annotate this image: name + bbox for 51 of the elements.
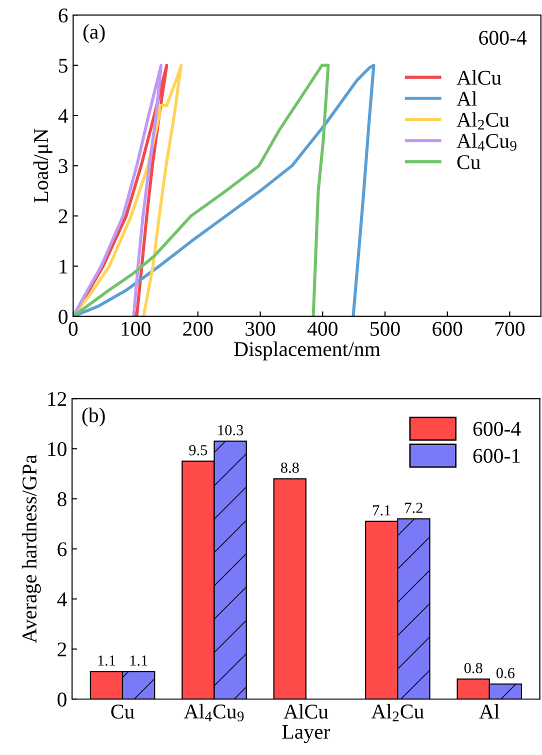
data-label: 9.5 [189, 445, 208, 456]
y-tick-label: 8 [58, 492, 66, 506]
y-tick-label: 0 [58, 310, 68, 324]
legend-label: 600-1 [473, 448, 520, 463]
legend-label: AlCu [456, 70, 502, 85]
x-axis-title: Layer [282, 725, 330, 744]
x-tick-label: 300 [246, 322, 276, 336]
y-tick-label: 4 [57, 592, 67, 606]
data-label: 7.1 [373, 505, 390, 516]
legend-label: 600-4 [473, 422, 521, 436]
x-axis-title: Displacement/nm [234, 341, 380, 360]
x-tick-label: Al [479, 704, 500, 718]
x-tick-label: Cu [111, 704, 134, 719]
legend-label: Al$_{2}$Cu [456, 112, 510, 130]
data-label: 7.2 [405, 502, 422, 514]
y-tick-label: 3 [58, 159, 68, 174]
y-tick-label: 2 [58, 642, 66, 656]
legend-label: Cu [457, 155, 480, 170]
data-label: 1.1 [130, 655, 148, 666]
y-tick-label: 6 [58, 542, 67, 556]
y-tick-label: 1 [60, 260, 68, 274]
x-tick-label: 200 [183, 322, 213, 336]
data-label: 10.3 [218, 425, 244, 436]
legend-label: Al$_{4}$Cu$_{9}$ [456, 133, 516, 151]
data-label: 0.6 [496, 668, 515, 678]
x-tick-label: 400 [307, 322, 338, 336]
y-axis-title: Average hardness/GPa [22, 454, 41, 644]
y-tick-label: 12 [48, 392, 66, 406]
x-tick-label: 700 [495, 322, 525, 336]
data-label: 0.8 [464, 662, 482, 674]
legend-label: Al [456, 91, 477, 106]
y-tick-label: 6 [58, 8, 68, 23]
annotation: 600-4 [479, 30, 527, 45]
x-tick-label: Al$_{2}$Cu [371, 704, 424, 722]
data-label: 8.8 [280, 462, 299, 473]
y-tick-label: 2 [58, 209, 68, 224]
x-tick-label: Al$_{4}$Cu$_{9}$ [184, 704, 244, 722]
data-label: 1.1 [98, 655, 116, 666]
line-series [73, 64, 330, 316]
annotation: (a) [83, 24, 105, 44]
y-tick-label: 10 [48, 442, 66, 456]
x-tick-label: AlCu [284, 704, 328, 719]
x-tick-label: 100 [122, 322, 150, 336]
y-tick-label: 4 [58, 109, 68, 123]
annotation: (b) [82, 408, 105, 427]
x-tick-label: 600 [432, 322, 462, 336]
y-tick-label: 5 [59, 58, 68, 73]
x-tick-label: 0 [68, 322, 78, 336]
x-tick-label: 500 [370, 322, 400, 336]
y-tick-label: 0 [58, 692, 66, 707]
y-axis-title: Load/μN [33, 128, 52, 203]
